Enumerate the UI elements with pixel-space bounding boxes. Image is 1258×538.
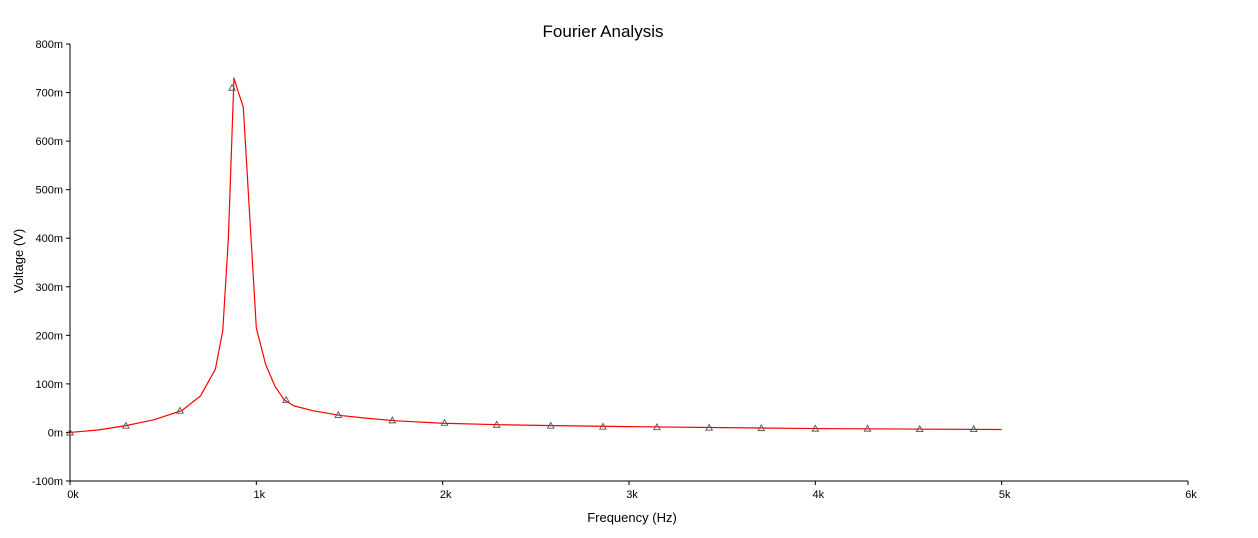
data-point-marker — [546, 421, 555, 429]
y-tick-label: 800m — [35, 39, 63, 51]
data-point-marker — [334, 410, 343, 418]
y-axis-label: Voltage (V) — [11, 229, 26, 293]
y-tick-label: 400m — [35, 233, 63, 245]
x-tick-label: 0k — [67, 489, 79, 501]
series-line — [69, 77, 1002, 434]
data-point-marker — [598, 422, 607, 430]
x-axis-label: Frequency (Hz) — [587, 510, 677, 525]
y-tick-label: 100m — [35, 379, 63, 391]
chart-title: Fourier Analysis — [543, 22, 664, 41]
data-point-marker — [969, 424, 978, 433]
x-tick-label: 3k — [626, 489, 638, 501]
markers-layer — [66, 83, 978, 436]
data-point-marker — [757, 423, 766, 432]
axis-ticks: -100m 0m 100m 200m 300m 400m 500m 600m 700m 800m 0… — [32, 39, 1197, 501]
y-tick-label: -100m — [32, 476, 63, 488]
data-point-marker — [282, 395, 291, 403]
data-point-marker — [388, 416, 397, 424]
data-point-marker — [440, 418, 449, 426]
y-tick-label: 300m — [35, 282, 63, 294]
data-point-marker — [492, 420, 501, 428]
y-tick-label: 200m — [35, 330, 63, 342]
x-tick-label: 5k — [999, 489, 1011, 501]
axes — [69, 44, 1188, 482]
y-tick-label: 500m — [35, 185, 63, 197]
data-point-marker — [705, 423, 714, 431]
series-layer — [69, 77, 1002, 434]
y-tick-label: 700m — [35, 88, 63, 100]
data-point-marker — [121, 421, 130, 429]
y-tick-label: 0m — [48, 427, 63, 439]
data-point-marker — [652, 422, 661, 431]
data-point-marker — [228, 83, 237, 91]
data-point-marker — [863, 424, 872, 432]
x-tick-label: 6k — [1185, 489, 1197, 501]
data-point-marker — [915, 424, 924, 433]
x-tick-label: 4k — [813, 489, 825, 501]
x-tick-label: 2k — [440, 489, 452, 501]
x-tick-label: 1k — [254, 489, 266, 501]
data-point-marker — [811, 424, 820, 432]
y-tick-label: 600m — [35, 136, 63, 148]
data-point-marker — [175, 406, 184, 414]
data-point-marker — [66, 428, 74, 436]
